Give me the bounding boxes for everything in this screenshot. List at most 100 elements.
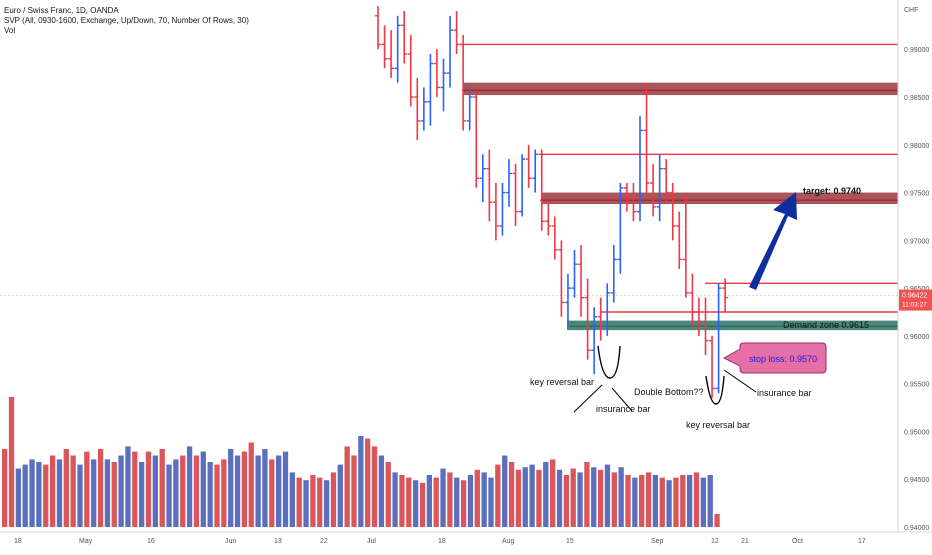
volume-bar bbox=[248, 442, 254, 527]
volume-bar bbox=[255, 455, 261, 527]
volume-bar bbox=[378, 455, 385, 527]
volume-bar bbox=[584, 462, 590, 527]
chart-legend: Euro / Swiss Franc, 1D, OANDA SVP (All, … bbox=[4, 6, 249, 36]
insurance-label-2: insurance bar bbox=[757, 388, 812, 398]
volume-bar bbox=[193, 455, 200, 527]
volume-bar bbox=[173, 459, 179, 527]
volume-bar bbox=[200, 451, 206, 527]
time-tick-label: Oct bbox=[792, 538, 803, 545]
volume-bar bbox=[104, 459, 111, 527]
volume-bar bbox=[97, 449, 104, 527]
last-price-label: 0.96422 bbox=[902, 293, 927, 300]
stop-loss-callout bbox=[722, 342, 827, 374]
double-bottom-label: Double Bottom?? bbox=[634, 387, 704, 397]
volume-bar bbox=[310, 475, 316, 527]
volume-bar bbox=[125, 446, 131, 527]
volume-bar bbox=[433, 477, 439, 527]
volume-bar bbox=[43, 464, 49, 527]
volume-bar bbox=[132, 451, 138, 527]
demand-zone-label: Demand zone 0.9615 bbox=[783, 320, 869, 330]
volume-bar bbox=[70, 455, 76, 527]
volume-bar bbox=[419, 482, 426, 527]
volume-bar bbox=[687, 475, 693, 527]
time-tick-label: 18 bbox=[438, 538, 446, 545]
time-tick-label: 17 bbox=[858, 538, 866, 545]
symbol-title[interactable]: Euro / Swiss Franc, 1D, OANDA bbox=[4, 6, 119, 15]
volume-bar bbox=[269, 459, 275, 527]
volume-bar bbox=[392, 472, 398, 527]
volume-bar bbox=[15, 468, 21, 527]
volume-bar bbox=[406, 477, 412, 527]
volume-bar bbox=[495, 464, 501, 527]
volume-bar bbox=[508, 462, 515, 527]
volume-bar bbox=[241, 451, 248, 527]
pointer-line bbox=[573, 384, 603, 413]
volume-bar bbox=[145, 451, 152, 527]
volume-bar bbox=[447, 472, 453, 527]
price-tick-label: 0.97500 bbox=[904, 191, 929, 198]
time-tick-label: Sep bbox=[651, 538, 664, 545]
demand-zone bbox=[567, 320, 898, 331]
time-tick-label: Jun bbox=[225, 538, 236, 545]
volume-bar bbox=[556, 469, 563, 527]
projection-arrow bbox=[749, 192, 797, 290]
volume-bar bbox=[56, 459, 63, 527]
svp-indicator-label[interactable]: SVP (All, 0930-1600, Exchange, Up/Down, … bbox=[4, 16, 249, 25]
volume-bar bbox=[22, 464, 28, 527]
volume-bar bbox=[330, 472, 337, 527]
price-axis: CHF 0.99000 0.98500 0.98000 0.97500 0.97000 0.… bbox=[897, 0, 932, 532]
volume-bar bbox=[289, 472, 295, 527]
price-tick-label: 0.98500 bbox=[904, 95, 929, 102]
insurance-label-1: insurance bar bbox=[596, 404, 651, 414]
volume-bar bbox=[652, 475, 659, 527]
volume-bar bbox=[440, 468, 446, 527]
volume-bar bbox=[577, 472, 583, 527]
volume-bar bbox=[29, 459, 35, 527]
volume-bar bbox=[276, 455, 282, 527]
volume-indicator-label[interactable]: Vol bbox=[4, 26, 16, 35]
volume-bar bbox=[351, 455, 357, 527]
volume-bar bbox=[714, 514, 720, 527]
time-tick-label: 21 bbox=[741, 538, 749, 545]
volume-bar bbox=[604, 464, 611, 527]
price-tick-label: 0.94000 bbox=[904, 525, 929, 532]
volume-bar bbox=[344, 446, 350, 527]
volume-bar bbox=[659, 477, 665, 527]
currency-label: CHF bbox=[904, 7, 918, 14]
volume-bar bbox=[550, 459, 556, 527]
volume-bar bbox=[186, 446, 193, 527]
zones bbox=[463, 82, 898, 331]
volume-bar bbox=[234, 455, 241, 527]
volume-bar bbox=[49, 455, 56, 527]
volume-bar bbox=[563, 475, 569, 527]
time-tick-label: 15 bbox=[566, 538, 574, 545]
volume-bar bbox=[221, 459, 227, 527]
volume-bar bbox=[632, 477, 638, 527]
volume-bar bbox=[591, 467, 597, 527]
volume-bar bbox=[399, 475, 405, 527]
volume-bar bbox=[2, 449, 8, 527]
time-tick-label: 16 bbox=[147, 538, 155, 545]
volume-bar bbox=[454, 477, 460, 527]
pointer-line bbox=[611, 387, 633, 412]
volume-bar bbox=[536, 469, 542, 527]
volume-bar bbox=[673, 477, 679, 527]
bottom-curve-2 bbox=[705, 375, 725, 405]
volume-bar bbox=[296, 477, 302, 527]
volume-bar bbox=[36, 462, 42, 527]
volume-bar bbox=[385, 462, 391, 527]
time-tick-label: May bbox=[79, 538, 93, 545]
price-tick-label: 0.97000 bbox=[904, 238, 929, 245]
target-label: target: 0.9740 bbox=[803, 186, 861, 196]
volume-bar bbox=[303, 480, 309, 527]
volume-bar bbox=[522, 467, 528, 527]
volume-bar bbox=[618, 467, 624, 527]
volume-bar bbox=[180, 455, 186, 527]
volume-bar bbox=[152, 455, 158, 527]
volume-bar bbox=[488, 477, 494, 527]
volume-bar bbox=[543, 462, 549, 527]
volume-bar bbox=[467, 475, 474, 527]
supply-zone bbox=[463, 82, 898, 96]
